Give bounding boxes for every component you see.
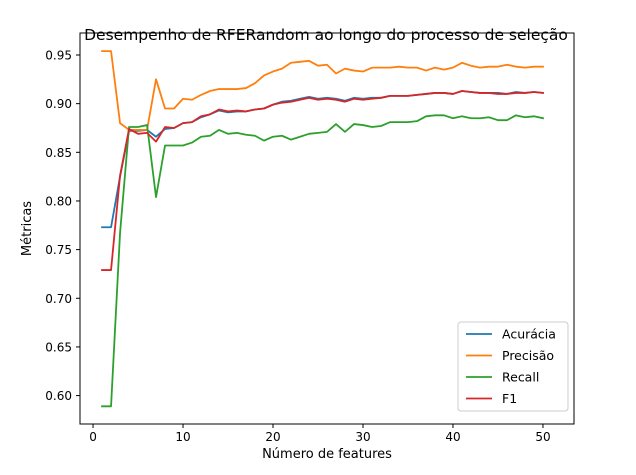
x-tick-label: 10 bbox=[175, 430, 190, 444]
x-tick-label: 30 bbox=[355, 430, 370, 444]
legend-box bbox=[457, 321, 569, 412]
y-tick-label: 0.70 bbox=[45, 292, 72, 306]
series-line-3 bbox=[101, 90, 544, 271]
y-tick-label: 0.95 bbox=[45, 48, 72, 62]
x-tick-label: 20 bbox=[265, 430, 280, 444]
y-axis-label: Métricas bbox=[20, 201, 35, 256]
y-tick-label: 0.85 bbox=[45, 146, 72, 160]
legend-label: F1 bbox=[502, 391, 517, 406]
legend-label: Recall bbox=[502, 370, 539, 385]
x-axis-label: Número de features bbox=[262, 447, 392, 462]
y-tick-label: 0.60 bbox=[45, 389, 72, 403]
plot-lines bbox=[101, 50, 545, 408]
legend: Acurácia Precisão Recall F1 bbox=[457, 321, 569, 412]
legend-label: Acurácia bbox=[502, 327, 556, 342]
y-tick-label: 0.80 bbox=[45, 194, 72, 208]
y-tick-label: 0.65 bbox=[45, 340, 72, 354]
y-axis: 0.60 0.65 0.70 0.75 0.80 0.85 0.90 0.95 bbox=[45, 48, 80, 403]
x-tick-label: 50 bbox=[535, 430, 550, 444]
series-line-2 bbox=[101, 114, 545, 408]
chart-title: Desempenho de RFERandom ao longo do proc… bbox=[84, 26, 568, 44]
plot-area-frame bbox=[79, 32, 575, 425]
x-tick-label: 40 bbox=[445, 430, 460, 444]
y-tick-label: 0.90 bbox=[45, 97, 72, 111]
x-tick-label: 0 bbox=[89, 430, 97, 444]
x-axis: 0 10 20 30 40 50 bbox=[89, 424, 551, 444]
y-tick-label: 0.75 bbox=[45, 243, 72, 257]
series-line-1 bbox=[101, 50, 544, 131]
legend-label: Precisão bbox=[502, 348, 554, 363]
